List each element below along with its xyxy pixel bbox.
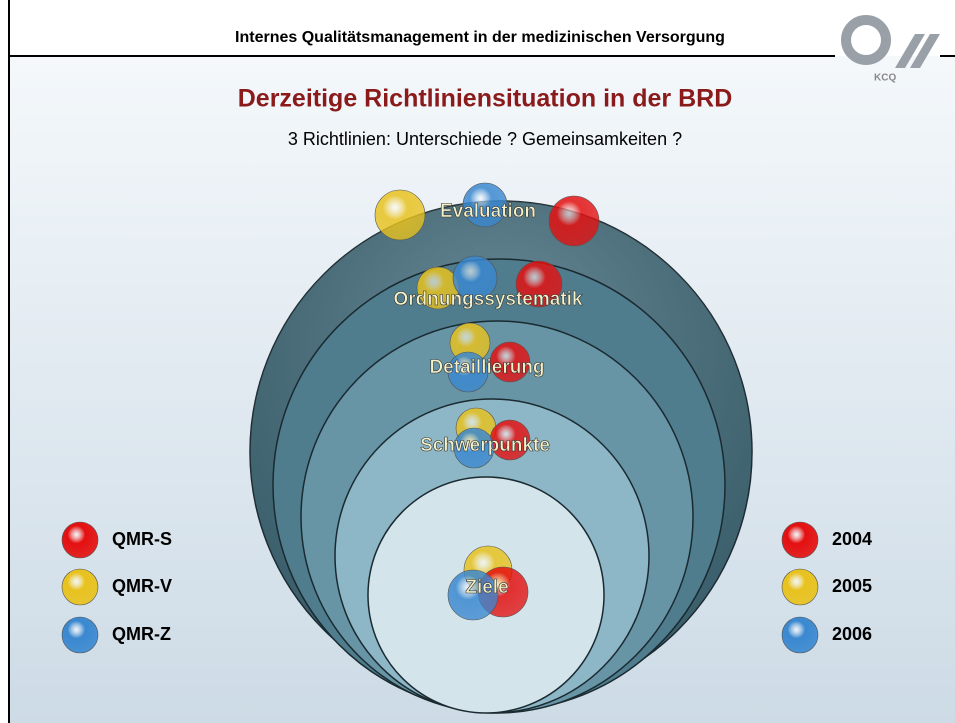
legend-swatch xyxy=(61,568,99,606)
marker-ball xyxy=(374,189,426,241)
level-label: Ordnungssystematik xyxy=(394,289,583,310)
legend-label: 2004 xyxy=(832,529,872,549)
header-title: Internes Qualitätsmanagement in der medi… xyxy=(235,29,725,46)
marker-ball xyxy=(452,255,498,301)
main-title: Derzeitige Richtliniensituation in der B… xyxy=(238,85,733,113)
legend-label: QMR-Z xyxy=(112,624,171,644)
logo-text: KCQ xyxy=(874,73,896,84)
level-label: Evaluation xyxy=(440,201,536,222)
legend-label: 2006 xyxy=(832,624,872,644)
legend-swatch xyxy=(781,616,819,654)
marker-ball xyxy=(489,341,531,383)
rings xyxy=(249,200,753,714)
legend-label: QMR-V xyxy=(112,576,172,596)
legend-swatch xyxy=(781,521,819,559)
subtitle: 3 Richtlinien: Unterschiede ? Gemeinsamk… xyxy=(288,129,682,149)
level-label: Schwerpunkte xyxy=(420,435,550,456)
legend-swatch xyxy=(781,568,819,606)
logo: KCQ xyxy=(841,15,940,84)
legend-label: QMR-S xyxy=(112,529,172,549)
level-label: Detaillierung xyxy=(429,357,544,378)
legends: QMR-S QMR-V QMR-Z 2004 2005 2006 xyxy=(61,521,872,654)
marker-ball xyxy=(462,182,508,228)
level-label: Ziele xyxy=(465,577,508,598)
marker-ball xyxy=(515,260,563,308)
marker-ball xyxy=(453,427,495,469)
legend-label: 2005 xyxy=(832,576,872,596)
legend-swatch xyxy=(61,521,99,559)
marker-ball xyxy=(447,351,489,393)
marker-ball xyxy=(548,195,600,247)
level-markers xyxy=(374,182,600,621)
marker-ball xyxy=(447,569,499,621)
legend-swatch xyxy=(61,616,99,654)
